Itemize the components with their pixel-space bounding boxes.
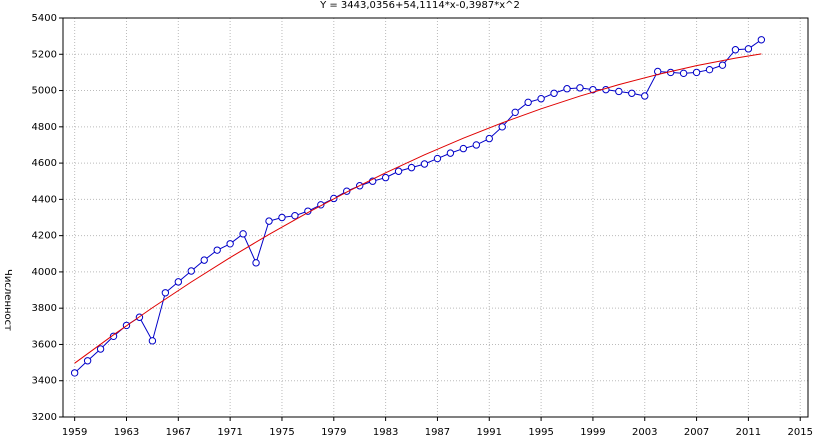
x-tick-label: 1979: [321, 427, 346, 437]
series-line: [74, 53, 762, 364]
data-point: [161, 289, 170, 297]
data-point: [511, 108, 519, 117]
x-tick-label: 1963: [114, 427, 139, 437]
data-point: [239, 230, 247, 238]
data-point: [109, 332, 118, 340]
chart-title: Y = 3443,0356+54,1114*x-0,3987*x^2: [319, 0, 520, 11]
data-point: [550, 89, 558, 97]
data-point: [187, 267, 195, 275]
y-tick-label: 5400: [32, 13, 57, 24]
data-point: [278, 213, 286, 222]
x-tick-label: 1995: [528, 427, 553, 437]
data-point: [459, 144, 468, 153]
data-point: [537, 95, 545, 103]
y-tick-label: 4000: [32, 267, 57, 278]
data-point: [83, 357, 92, 365]
y-tick-label: 5200: [32, 49, 57, 60]
data-point: [200, 256, 208, 264]
x-tick-label: 2015: [787, 427, 812, 437]
data-point: [524, 98, 532, 107]
x-tick-label: 1975: [269, 427, 294, 437]
x-tick-label: 2003: [632, 427, 657, 437]
data-point: [705, 65, 714, 74]
data-point: [744, 45, 753, 53]
data-point: [641, 92, 649, 100]
y-axis-label: Численност: [2, 269, 13, 331]
plot-frame: [62, 17, 809, 418]
data-point: [148, 337, 157, 345]
data-point: [291, 211, 299, 220]
data-point: [265, 217, 273, 225]
x-tick-label: 1971: [217, 427, 242, 437]
data-point: [213, 246, 221, 254]
y-tick-label: 3200: [32, 412, 57, 423]
data-point: [446, 149, 455, 157]
data-point: [498, 123, 506, 131]
y-tick-label: 4400: [32, 194, 57, 205]
data-point: [563, 85, 571, 93]
y-tick-label: 3800: [32, 303, 57, 314]
data-point: [226, 240, 234, 248]
data-point: [589, 85, 597, 94]
data-point: [394, 167, 403, 175]
y-tick-label: 4600: [32, 158, 57, 169]
y-tick-label: 3400: [32, 376, 57, 387]
data-point: [433, 154, 442, 163]
data-point: [628, 89, 636, 97]
x-tick-label: 1959: [62, 427, 87, 437]
data-point: [485, 134, 493, 143]
data-point: [407, 163, 416, 172]
data-point: [757, 36, 766, 44]
x-tick-label: 1987: [425, 427, 450, 437]
y-tick-label: 5000: [32, 86, 57, 97]
x-tick-label: 1967: [166, 427, 191, 437]
x-tick-label: 2007: [684, 427, 709, 437]
series-line: [74, 39, 762, 374]
data-point: [381, 173, 390, 182]
data-point: [615, 87, 623, 96]
data-point: [96, 345, 105, 353]
data-point: [420, 160, 429, 168]
x-tick-label: 1983: [373, 427, 398, 437]
data-point: [731, 46, 740, 54]
data-point: [718, 61, 727, 69]
data-point: [70, 369, 79, 377]
x-tick-label: 2011: [736, 427, 761, 437]
data-point: [472, 141, 481, 149]
y-tick-label: 4200: [32, 231, 57, 242]
data-point: [252, 259, 260, 267]
data-point: [174, 278, 183, 286]
data-point: [576, 84, 584, 92]
y-tick-label: 4800: [32, 122, 57, 133]
data-point: [692, 68, 701, 77]
y-tick-label: 3600: [32, 339, 57, 350]
x-tick-label: 1999: [580, 427, 605, 437]
data-point: [679, 69, 688, 78]
x-tick-label: 1991: [477, 427, 502, 437]
